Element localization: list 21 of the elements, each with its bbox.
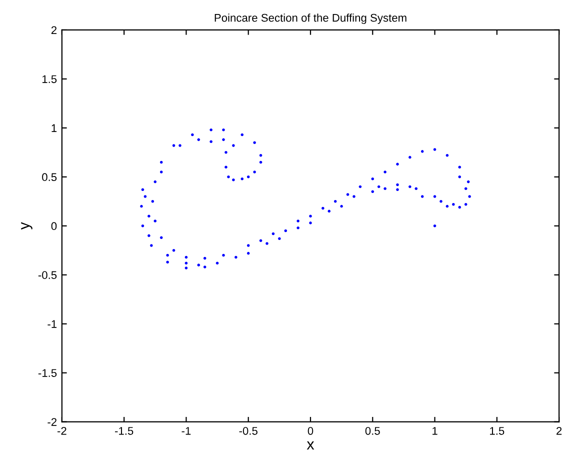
x-axis-title: x (306, 441, 314, 450)
x-tick-label: -1.5 (114, 427, 134, 435)
y-axis-title: y (21, 222, 32, 230)
x-tick-label: 0.5 (365, 426, 380, 435)
x-tick-label: 2 (556, 426, 562, 435)
y-tick-label: 1 (52, 124, 57, 132)
y-tick-label: 1.5 (42, 75, 57, 84)
y-tick-label: -0.5 (38, 271, 57, 280)
chart-title: Poincare Section of the Duffing System (214, 14, 406, 24)
x-tick-label: -2 (57, 426, 66, 435)
x-tick-label: -1 (182, 427, 191, 435)
y-tick-label: 2 (51, 26, 57, 34)
y-tick-label: 0 (51, 222, 57, 230)
x-tick-label: 1 (432, 427, 438, 435)
y-tick-label: -1.5 (38, 369, 57, 377)
x-tick-label: 0 (308, 426, 314, 435)
y-tick-label: 0.5 (42, 173, 57, 182)
x-tick-label: -0.5 (239, 426, 258, 435)
y-tick-label: -1 (48, 320, 57, 328)
y-tick-label: -2 (48, 418, 57, 426)
x-tick-label: 1.5 (490, 427, 504, 435)
